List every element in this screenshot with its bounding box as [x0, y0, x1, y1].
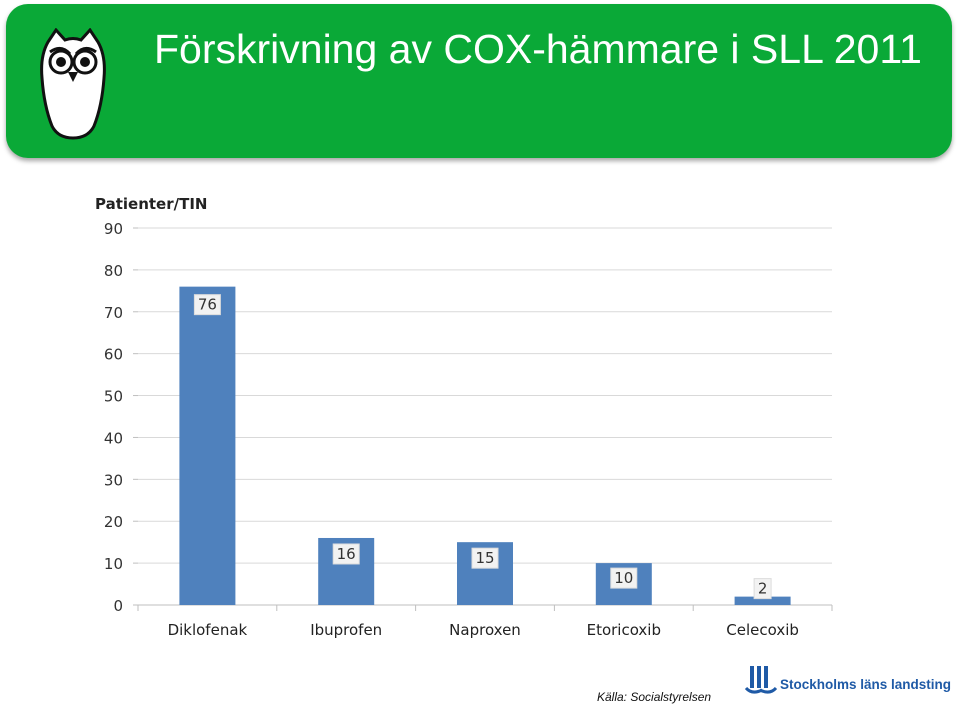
- data-label-box: [753, 578, 772, 600]
- x-tick-labels: Diklofenak Ibuprofen Naproxen Etoricoxib Cel…: [168, 621, 799, 639]
- y-tick-label: 80: [104, 262, 123, 280]
- y-tick-label: 70: [104, 304, 123, 322]
- sll-logo-icon: [744, 666, 778, 694]
- x-tick-label: Ibuprofen: [310, 621, 382, 639]
- data-label-box: [332, 543, 360, 565]
- owl-icon: [40, 28, 106, 140]
- y-tick-label: 10: [104, 555, 123, 573]
- source-note: Källa: Socialstyrelsen: [597, 690, 712, 704]
- y-tick-labels: 0 10 20 30 40 50 60 70 80 90: [104, 220, 123, 615]
- data-label-box: [610, 567, 638, 589]
- bars: [179, 286, 791, 605]
- data-label: 10: [614, 569, 633, 587]
- data-label: 15: [475, 549, 494, 567]
- title-banner: Förskrivning av COX-hämmare i SLL 2011: [6, 4, 952, 158]
- x-tick-label: Diklofenak: [168, 621, 248, 639]
- x-tick-label: Naproxen: [449, 621, 521, 639]
- y-tick-label: 60: [104, 346, 123, 364]
- organization-name: Stockholms läns landsting: [780, 677, 952, 692]
- page-title: Förskrivning av COX-hämmare i SLL 2011: [154, 26, 922, 72]
- bar: [179, 286, 236, 605]
- data-label-box: [471, 547, 499, 569]
- data-label: 16: [337, 545, 356, 563]
- y-axis-label: Patienter/TIN: [95, 195, 207, 213]
- data-label: 2: [758, 580, 768, 598]
- gridlines: [133, 227, 833, 611]
- bar: [734, 596, 791, 605]
- x-tick-label: Celecoxib: [726, 621, 799, 639]
- data-labels: 76 16 15 10 2: [193, 294, 772, 600]
- y-tick-label: 0: [113, 597, 123, 615]
- y-tick-label: 20: [104, 513, 123, 531]
- y-tick-label: 50: [104, 388, 123, 406]
- data-label-box: [193, 294, 221, 316]
- y-tick-label: 40: [104, 429, 123, 447]
- y-tick-label: 30: [104, 471, 123, 489]
- x-tick-label: Etoricoxib: [587, 621, 661, 639]
- y-tick-label: 90: [104, 220, 123, 238]
- data-label: 76: [198, 296, 217, 314]
